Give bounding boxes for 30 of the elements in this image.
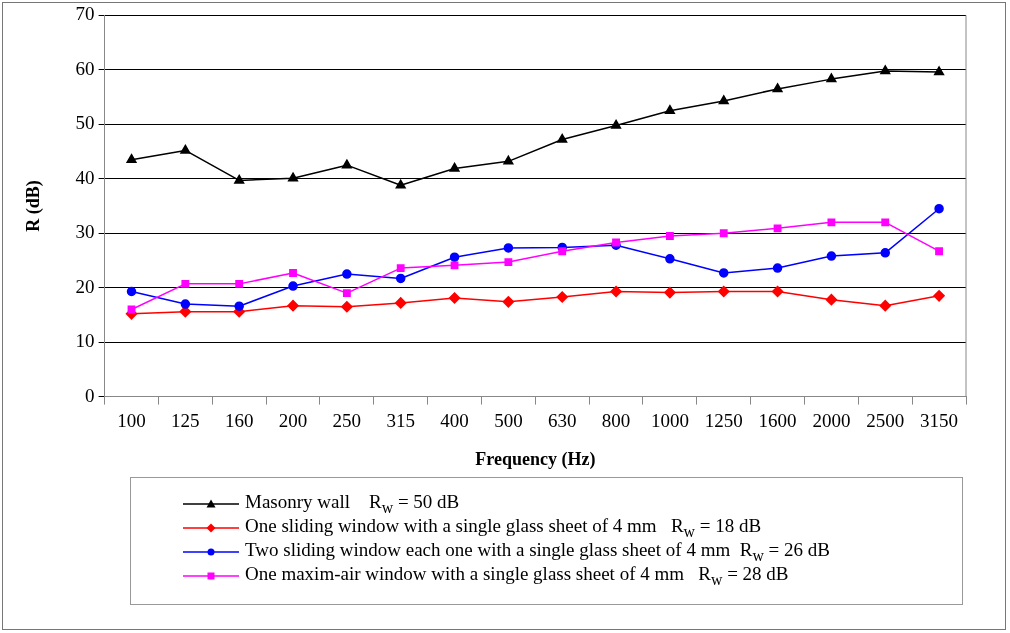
x-tick-label: 800: [601, 409, 631, 431]
x-tick-label: 2500: [866, 409, 905, 431]
x-tick-label: 3150: [920, 409, 959, 431]
legend-label: One sliding window with a single glass sheet of 4 mm R$_{w}$ = 18 dB: [245, 515, 762, 541]
x-tick-label: 2000: [812, 409, 851, 431]
x-tick-label: 200: [278, 409, 308, 431]
x-tick-label: 1600: [758, 409, 797, 431]
x-tick-label: 1000: [650, 409, 689, 431]
x-tick-label: 160: [224, 409, 254, 431]
x-tick-label: 125: [171, 409, 200, 431]
x-tick-label: 1250: [704, 409, 743, 431]
y-tick-label: 30: [75, 221, 95, 243]
legend-label: Masonry wall R$_{w}$ = 50 dB: [245, 491, 460, 517]
x-tick-label: 315: [386, 409, 415, 431]
y-tick-label: 50: [75, 112, 95, 134]
x-tick-label: 500: [494, 409, 523, 431]
x-axis-title: Frequency (Hz): [475, 448, 596, 470]
y-tick-label: 10: [75, 330, 95, 352]
y-tick-label: 70: [75, 3, 95, 25]
x-tick-label: 250: [332, 409, 362, 431]
x-tick-label: 630: [547, 409, 577, 431]
x-tick-label: 100: [117, 409, 146, 431]
y-tick-label: 40: [75, 166, 95, 188]
y-tick-label: 20: [75, 275, 95, 297]
y-axis-title: R (dB): [23, 180, 45, 232]
legend-label: One maxim-air window with a single glass sheet of 4 mm R$_{w}$ = 28 dB: [245, 563, 789, 589]
y-tick-label: 0: [85, 384, 95, 406]
x-tick-label: 400: [440, 409, 469, 431]
y-tick-label: 60: [75, 57, 95, 79]
legend-label: Two sliding window each one with a single glass sheet of 4 mm R$_{w}$ = 26 dB: [245, 539, 830, 565]
